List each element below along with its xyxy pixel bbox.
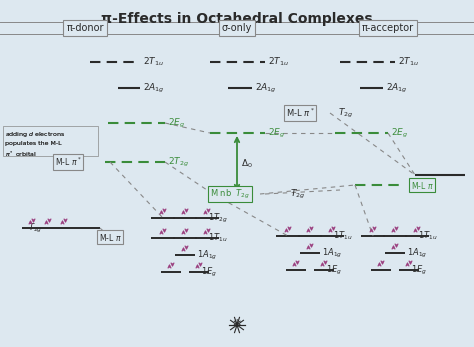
Text: $2A_{1g}$: $2A_{1g}$ (386, 82, 408, 94)
Text: adding $d$ electrons
populates the M-L
$\pi^*$ orbital: adding $d$ electrons populates the M-L $… (5, 130, 65, 159)
Text: $T_{2g}$: $T_{2g}$ (338, 107, 353, 120)
Text: $1E_g$: $1E_g$ (201, 265, 217, 279)
FancyBboxPatch shape (3, 126, 98, 156)
Text: $2T_{1u}$: $2T_{1u}$ (398, 56, 419, 68)
Text: $1E_g$: $1E_g$ (326, 263, 342, 277)
Text: $T_{2g}$: $T_{2g}$ (418, 178, 433, 192)
Text: $1A_{1g}$: $1A_{1g}$ (197, 248, 217, 262)
Text: π-donor: π-donor (66, 23, 104, 33)
Text: $1T_{1u}$: $1T_{1u}$ (333, 230, 353, 242)
Text: $2A_{1g}$: $2A_{1g}$ (143, 82, 164, 94)
Text: $1A_{1g}$: $1A_{1g}$ (322, 246, 342, 260)
Text: $2T_{1u}$: $2T_{1u}$ (268, 56, 289, 68)
Text: $T_{2g}$: $T_{2g}$ (28, 221, 42, 235)
Text: $*$: $*$ (232, 316, 242, 334)
Text: $2A_{1g}$: $2A_{1g}$ (255, 82, 277, 94)
Text: $2E_g$: $2E_g$ (268, 126, 285, 139)
Text: $2T_{1u}$: $2T_{1u}$ (143, 56, 164, 68)
Text: $1A_{1g}$: $1A_{1g}$ (407, 246, 427, 260)
Text: $2E_g$: $2E_g$ (168, 117, 185, 129)
Text: $1T_{2g}$: $1T_{2g}$ (208, 211, 228, 225)
Text: M-L $\pi^*$: M-L $\pi^*$ (285, 107, 314, 119)
Text: $1T_{1u}$: $1T_{1u}$ (418, 230, 438, 242)
Text: M-L $\pi$: M-L $\pi$ (99, 231, 121, 243)
Text: M-L $\pi$: M-L $\pi$ (410, 179, 433, 191)
Text: σ-only: σ-only (222, 23, 252, 33)
Text: $\Delta_0$: $\Delta_0$ (241, 157, 253, 170)
Text: $2E_g$: $2E_g$ (391, 126, 408, 139)
Text: adding $d$ electrons
populates the M-L
$\pi^*$ orbital: adding $d$ electrons populates the M-L $… (5, 130, 65, 159)
Text: $1E_g$: $1E_g$ (411, 263, 427, 277)
Text: M-L $\pi^*$: M-L $\pi^*$ (55, 156, 81, 168)
Text: M nb  $T_{2g}$: M nb $T_{2g}$ (210, 187, 250, 201)
Text: π-acceptor: π-acceptor (362, 23, 414, 33)
Text: $2T_{2g}$: $2T_{2g}$ (168, 155, 189, 169)
Text: π-Effects in Octahedral Complexes: π-Effects in Octahedral Complexes (101, 12, 373, 26)
Text: $1T_{1u}$: $1T_{1u}$ (208, 232, 228, 244)
Text: $T_{2g}$: $T_{2g}$ (290, 187, 305, 201)
